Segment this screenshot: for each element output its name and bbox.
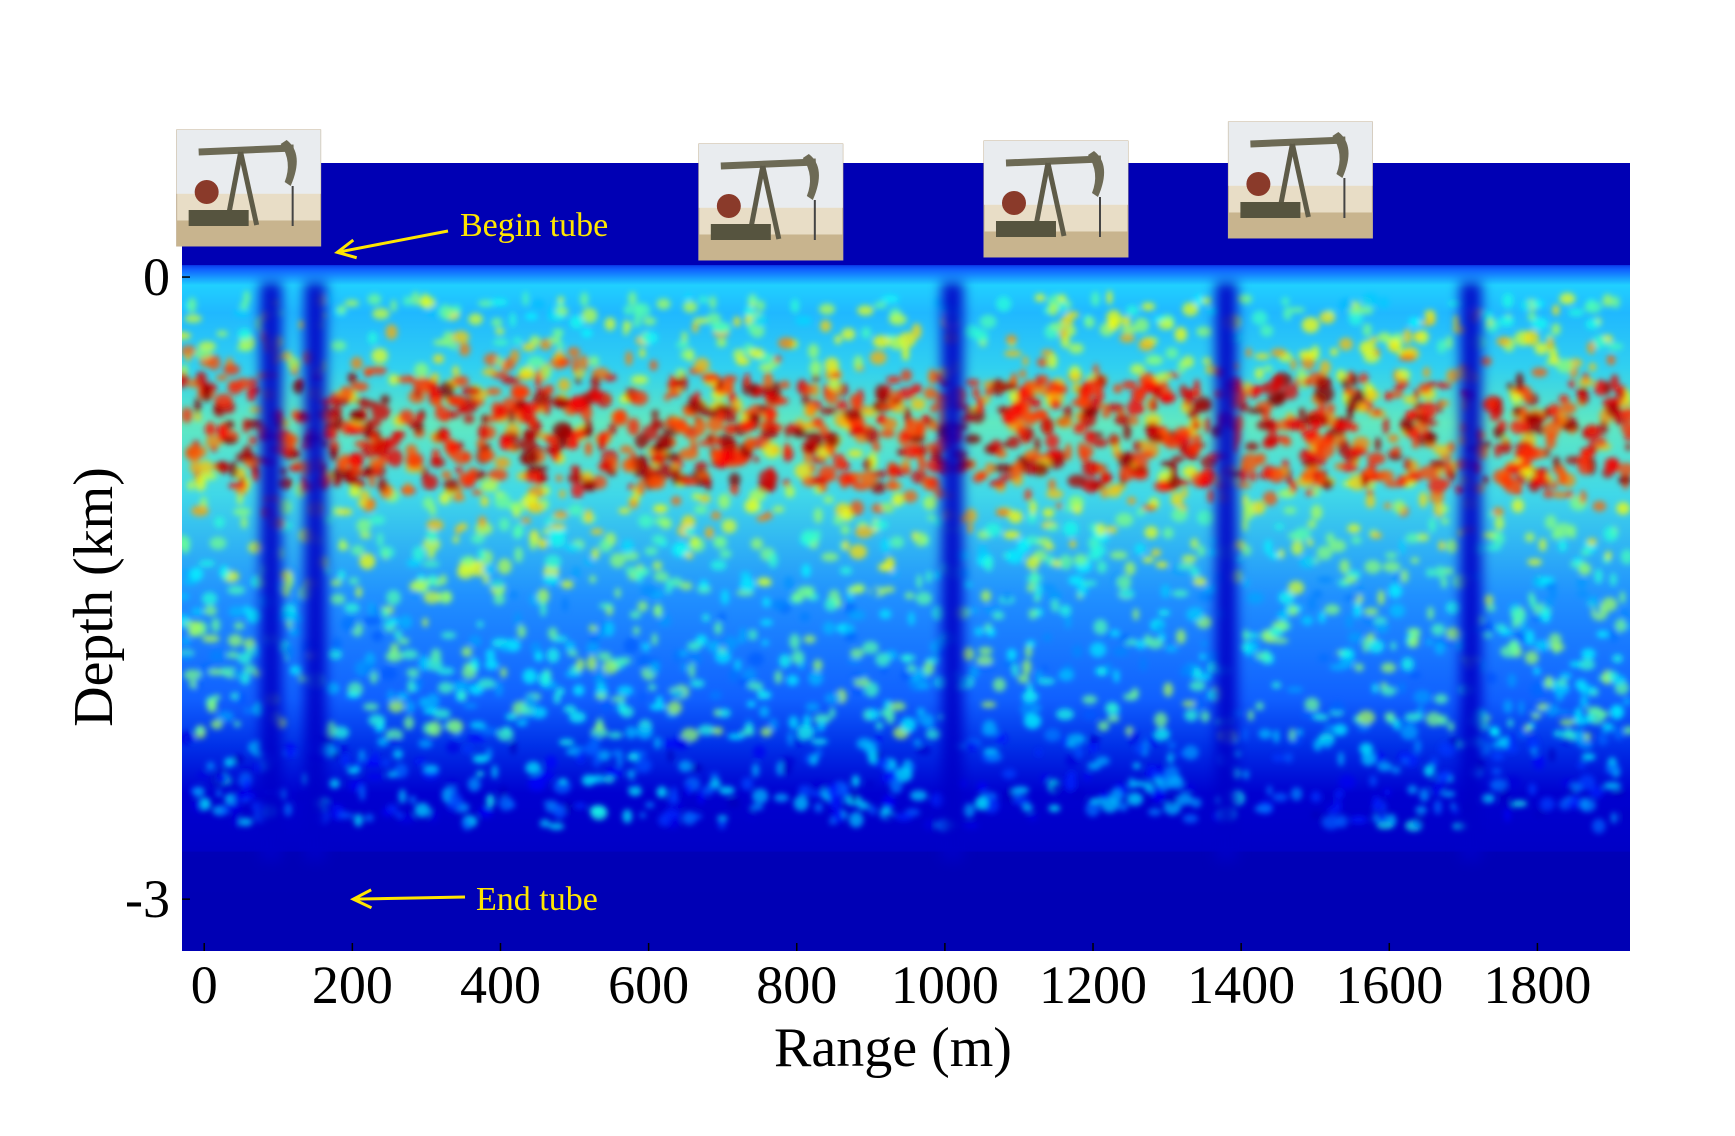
heatmap-area — [182, 163, 1630, 951]
x-tick-label: 200 — [312, 955, 393, 1015]
y-axis-ticks: 0 -3 — [125, 247, 190, 929]
x-axis-ticks: 0 200 400 600 800 1000 1200 1400 1600 1800 — [191, 943, 1591, 1015]
begin-tube-annotation: Begin tube — [334, 207, 608, 260]
annotations: Begin tube End tube — [334, 207, 608, 918]
annotation-label: End tube — [476, 881, 598, 918]
pumpjack-icon — [983, 140, 1129, 258]
pumpjack-icons — [176, 121, 1373, 261]
end-tube-annotation: End tube — [349, 881, 598, 918]
x-tick-label: 800 — [756, 955, 837, 1015]
pumpjack-icon — [176, 129, 322, 247]
pumpjack-icon — [1227, 121, 1373, 239]
heatmap-background — [182, 163, 1630, 951]
x-axis-label: Range (m) — [774, 1017, 1012, 1079]
x-tick-label: 1400 — [1187, 955, 1295, 1015]
x-tick-label: 1600 — [1335, 955, 1443, 1015]
x-tick-label: 400 — [460, 955, 541, 1015]
x-tick-label: 1000 — [891, 955, 999, 1015]
x-tick-label: 600 — [608, 955, 689, 1015]
x-tick-label: 1200 — [1039, 955, 1147, 1015]
x-tick-label: 1800 — [1483, 955, 1591, 1015]
low-signal-columns — [259, 282, 1482, 862]
y-axis-label: Depth (km) — [63, 467, 125, 727]
y-tick-label: 0 — [143, 247, 170, 307]
annotation-label: Begin tube — [460, 207, 608, 244]
x-tick-label: 0 — [191, 955, 218, 1015]
pumpjack-icon — [698, 143, 844, 261]
y-tick-label: -3 — [125, 869, 170, 929]
